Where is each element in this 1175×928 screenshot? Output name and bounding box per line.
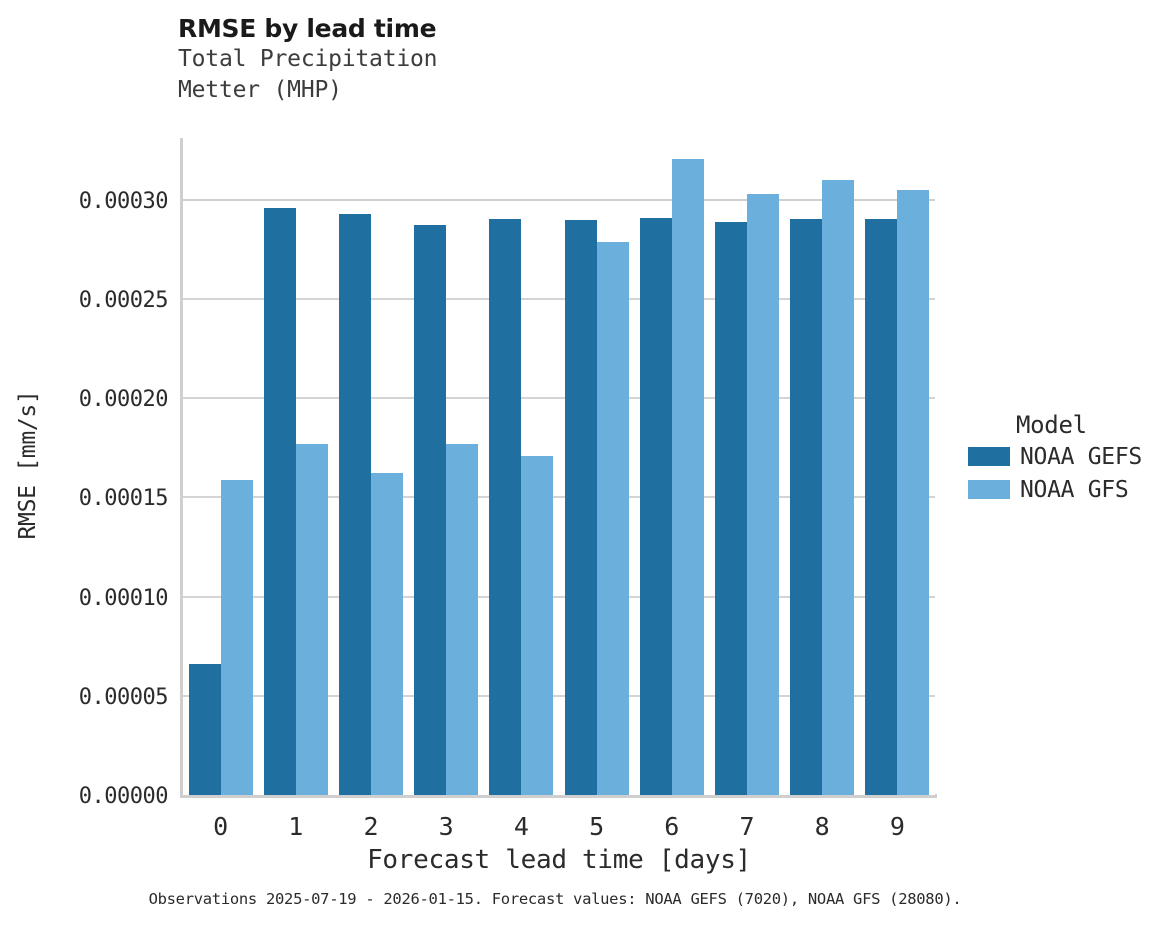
y-tick-label: 0.00000 xyxy=(78,784,169,809)
x-axis-spine xyxy=(180,794,937,798)
x-tick-label: 1 xyxy=(288,812,304,841)
bar-group xyxy=(258,140,333,795)
bar[interactable] xyxy=(521,456,554,795)
legend-item[interactable]: NOAA GFS xyxy=(968,473,1173,506)
x-tick-label: 9 xyxy=(889,812,905,841)
x-tick-label: 7 xyxy=(739,812,755,841)
legend-items: NOAA GEFS NOAA GFS xyxy=(968,440,1173,506)
bar-group xyxy=(484,140,559,795)
bar[interactable] xyxy=(746,193,779,795)
legend-swatch-icon xyxy=(968,447,1010,466)
bar[interactable] xyxy=(370,473,403,795)
bar[interactable] xyxy=(596,241,629,795)
bar-group xyxy=(634,140,709,795)
bar[interactable] xyxy=(865,218,898,795)
gridline xyxy=(183,496,935,499)
x-tick-label: 5 xyxy=(589,812,605,841)
bar[interactable] xyxy=(263,207,296,795)
bar[interactable] xyxy=(897,189,930,795)
y-tick-label: 0.00020 xyxy=(78,387,169,413)
bar-group xyxy=(559,140,634,795)
legend-label: NOAA GFS xyxy=(1020,476,1129,503)
gridline xyxy=(183,694,935,697)
bar[interactable] xyxy=(564,219,597,795)
legend-swatch-icon xyxy=(968,480,1010,499)
figure-caption: Observations 2025-07-19 - 2026-01-15. Fo… xyxy=(148,890,962,908)
y-axis-spine xyxy=(180,138,183,797)
y-tick-label: 0.00005 xyxy=(78,684,169,710)
bar-group xyxy=(333,140,408,795)
bar[interactable] xyxy=(295,444,328,795)
bar[interactable] xyxy=(790,218,823,795)
bar[interactable] xyxy=(671,158,704,795)
y-tick-label: 0.00030 xyxy=(78,188,169,214)
plot-area xyxy=(183,140,935,795)
bar[interactable] xyxy=(338,213,371,795)
y-axis-title: RMSE [mm/s] xyxy=(15,390,41,540)
x-tick-label: 8 xyxy=(814,812,830,841)
bar-group xyxy=(183,140,258,795)
x-tick-label: 4 xyxy=(513,812,529,841)
bar[interactable] xyxy=(639,218,672,795)
gridline xyxy=(183,397,935,400)
bar[interactable] xyxy=(822,179,855,795)
bar[interactable] xyxy=(220,480,253,795)
chart-subtitle-variable: Total Precipitation xyxy=(178,46,438,72)
x-tick-label: 6 xyxy=(664,812,680,841)
title-block: RMSE by lead time Total Precipitation Me… xyxy=(178,14,938,106)
bar-group xyxy=(709,140,784,795)
bar[interactable] xyxy=(489,218,522,795)
x-tick-label: 0 xyxy=(213,812,229,841)
x-tick-label: 3 xyxy=(438,812,454,841)
chart-subtitle-location: Metter (MHP) xyxy=(178,77,342,103)
bar[interactable] xyxy=(714,221,747,795)
bar[interactable] xyxy=(414,224,447,795)
y-tick-label: 0.00015 xyxy=(78,486,169,512)
page-title: RMSE by lead time xyxy=(178,14,437,43)
legend-item[interactable]: NOAA GEFS xyxy=(968,440,1173,473)
x-axis-title: Forecast lead time [days] xyxy=(367,845,751,875)
x-tick-label: 2 xyxy=(363,812,379,841)
bar[interactable] xyxy=(188,664,221,795)
legend: Model NOAA GEFS NOAA GFS xyxy=(968,410,1173,506)
legend-label: NOAA GEFS xyxy=(1020,443,1142,470)
legend-title: Model xyxy=(1016,411,1087,439)
gridline xyxy=(183,297,935,300)
bar-group xyxy=(409,140,484,795)
gridline xyxy=(183,595,935,598)
gridline xyxy=(183,198,935,201)
y-tick-label: 0.00025 xyxy=(78,287,169,313)
bar-group xyxy=(860,140,935,795)
y-tick-label: 0.00010 xyxy=(78,585,169,611)
bar-group xyxy=(785,140,860,795)
bar[interactable] xyxy=(446,444,479,795)
